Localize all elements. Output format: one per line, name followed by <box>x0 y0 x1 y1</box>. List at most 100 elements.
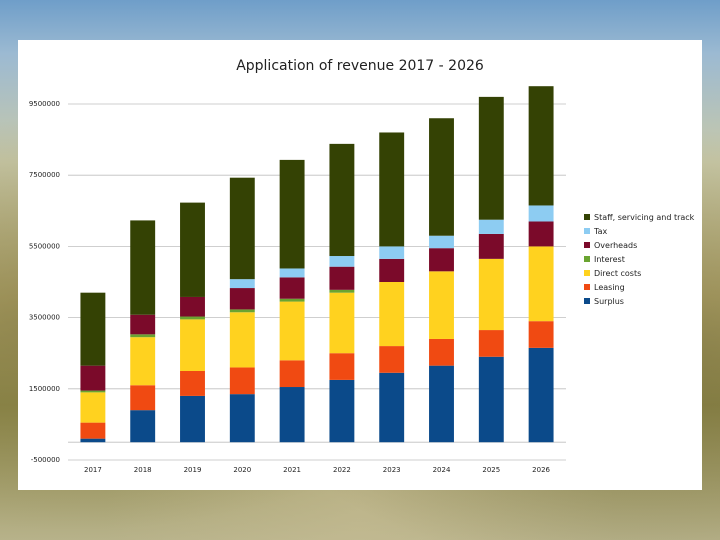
y-tick-label: 3500000 <box>29 314 60 322</box>
y-tick-label: -500000 <box>31 456 60 464</box>
x-tick-label: 2026 <box>532 466 550 474</box>
x-tick-label: 2020 <box>233 466 251 474</box>
bar-direct-costs-2020 <box>229 312 255 368</box>
bar-surplus-2022 <box>329 379 355 443</box>
x-axis: 2017 2018 2019 2020 2021 2022 2023 2024 2025 2026 <box>84 466 551 474</box>
legend-swatch <box>584 270 590 276</box>
bar-surplus-2019 <box>180 395 205 443</box>
bars <box>80 86 554 443</box>
bar-surplus-2024 <box>429 365 454 443</box>
bar-staff-servicing-and-track-2018 <box>130 220 156 315</box>
x-tick-label: 2022 <box>333 466 351 474</box>
legend-label: Overheads <box>594 241 637 250</box>
x-tick-label: 2025 <box>482 466 500 474</box>
bar-direct-costs-2018 <box>130 337 156 386</box>
bar-staff-servicing-and-track-2025 <box>478 96 504 220</box>
bar-staff-servicing-and-track-2022 <box>329 143 355 257</box>
bar-surplus-2017 <box>80 438 106 443</box>
y-tick-label: 9500000 <box>29 100 60 108</box>
x-tick-label: 2023 <box>383 466 401 474</box>
legend-swatch <box>584 256 590 262</box>
stacked-bar-chart: Application of revenue 2017 - 2026 -5000… <box>29 58 695 474</box>
bar-overheads-2025 <box>478 233 504 259</box>
bar-direct-costs-2021 <box>279 301 305 361</box>
bar-tax-2020 <box>229 279 255 289</box>
x-tick-label: 2021 <box>283 466 301 474</box>
legend-swatch <box>584 214 590 220</box>
bar-overheads-2024 <box>429 248 454 272</box>
bar-staff-servicing-and-track-2019 <box>180 202 205 297</box>
bar-staff-servicing-and-track-2017 <box>80 292 106 366</box>
x-tick-label: 2017 <box>84 466 102 474</box>
bar-leasing-2020 <box>229 367 255 395</box>
bar-staff-servicing-and-track-2021 <box>279 159 305 269</box>
legend-swatch <box>584 242 590 248</box>
x-tick-label: 2018 <box>134 466 152 474</box>
bar-overheads-2023 <box>379 258 405 282</box>
bar-leasing-2026 <box>528 321 554 348</box>
bar-leasing-2019 <box>180 371 205 396</box>
bar-leasing-2021 <box>279 360 305 388</box>
bar-direct-costs-2025 <box>478 258 504 331</box>
x-tick-label: 2024 <box>433 466 451 474</box>
bar-surplus-2026 <box>528 347 554 443</box>
chart-panel: Application of revenue 2017 - 2026 -5000… <box>18 40 702 490</box>
bar-surplus-2025 <box>478 356 504 443</box>
legend-label: Leasing <box>594 283 625 292</box>
bar-leasing-2023 <box>379 346 405 373</box>
legend-swatch <box>584 228 590 234</box>
bar-direct-costs-2023 <box>379 282 405 347</box>
bar-interest-2020 <box>229 309 255 313</box>
bar-interest-2017 <box>80 390 106 393</box>
bar-surplus-2018 <box>130 410 156 443</box>
bar-overheads-2019 <box>180 296 205 317</box>
bar-interest-2021 <box>279 298 305 302</box>
bar-surplus-2021 <box>279 387 305 443</box>
legend-label: Interest <box>594 255 625 264</box>
bar-interest-2018 <box>130 334 156 338</box>
y-tick-label: 1500000 <box>29 385 60 393</box>
legend-label: Tax <box>593 227 607 236</box>
bar-tax-2021 <box>279 268 305 278</box>
legend-label: Direct costs <box>594 269 641 278</box>
bar-leasing-2025 <box>478 330 504 357</box>
chart-title: Application of revenue 2017 - 2026 <box>236 58 484 74</box>
bar-overheads-2017 <box>80 365 106 391</box>
bar-tax-2024 <box>429 235 454 249</box>
legend: Staff, servicing and track Tax Overheads In… <box>584 213 695 306</box>
bar-overheads-2018 <box>130 314 156 335</box>
bar-overheads-2026 <box>528 221 554 247</box>
x-tick-label: 2019 <box>184 466 202 474</box>
bar-interest-2022 <box>329 289 355 293</box>
bar-staff-servicing-and-track-2020 <box>229 177 255 280</box>
bar-tax-2023 <box>379 246 405 259</box>
bar-overheads-2022 <box>329 266 355 290</box>
bar-overheads-2021 <box>279 277 305 299</box>
legend-swatch <box>584 298 590 304</box>
bar-direct-costs-2019 <box>180 319 205 371</box>
bar-interest-2019 <box>180 316 205 320</box>
bar-direct-costs-2017 <box>80 392 106 423</box>
legend-swatch <box>584 284 590 290</box>
legend-label: Staff, servicing and track <box>594 213 695 222</box>
bar-overheads-2020 <box>229 288 255 310</box>
y-tick-label: 7500000 <box>29 171 60 179</box>
y-tick-label: 5500000 <box>29 242 60 250</box>
bar-leasing-2017 <box>80 422 106 439</box>
legend-label: Surplus <box>594 297 624 306</box>
bar-leasing-2018 <box>130 385 156 411</box>
bar-leasing-2024 <box>429 338 454 366</box>
bar-tax-2026 <box>528 205 554 222</box>
bar-tax-2025 <box>478 219 504 234</box>
y-axis: -500000 1500000 3500000 5500000 7500000 95000… <box>29 100 60 464</box>
bar-direct-costs-2024 <box>429 271 454 339</box>
bar-direct-costs-2022 <box>329 292 355 354</box>
bar-staff-servicing-and-track-2023 <box>379 132 405 247</box>
bar-staff-servicing-and-track-2024 <box>429 118 454 236</box>
bar-surplus-2023 <box>379 372 405 443</box>
bar-staff-servicing-and-track-2026 <box>528 86 554 206</box>
bar-tax-2022 <box>329 256 355 267</box>
bar-surplus-2020 <box>229 394 255 443</box>
bar-leasing-2022 <box>329 353 355 380</box>
bar-direct-costs-2026 <box>528 246 554 322</box>
